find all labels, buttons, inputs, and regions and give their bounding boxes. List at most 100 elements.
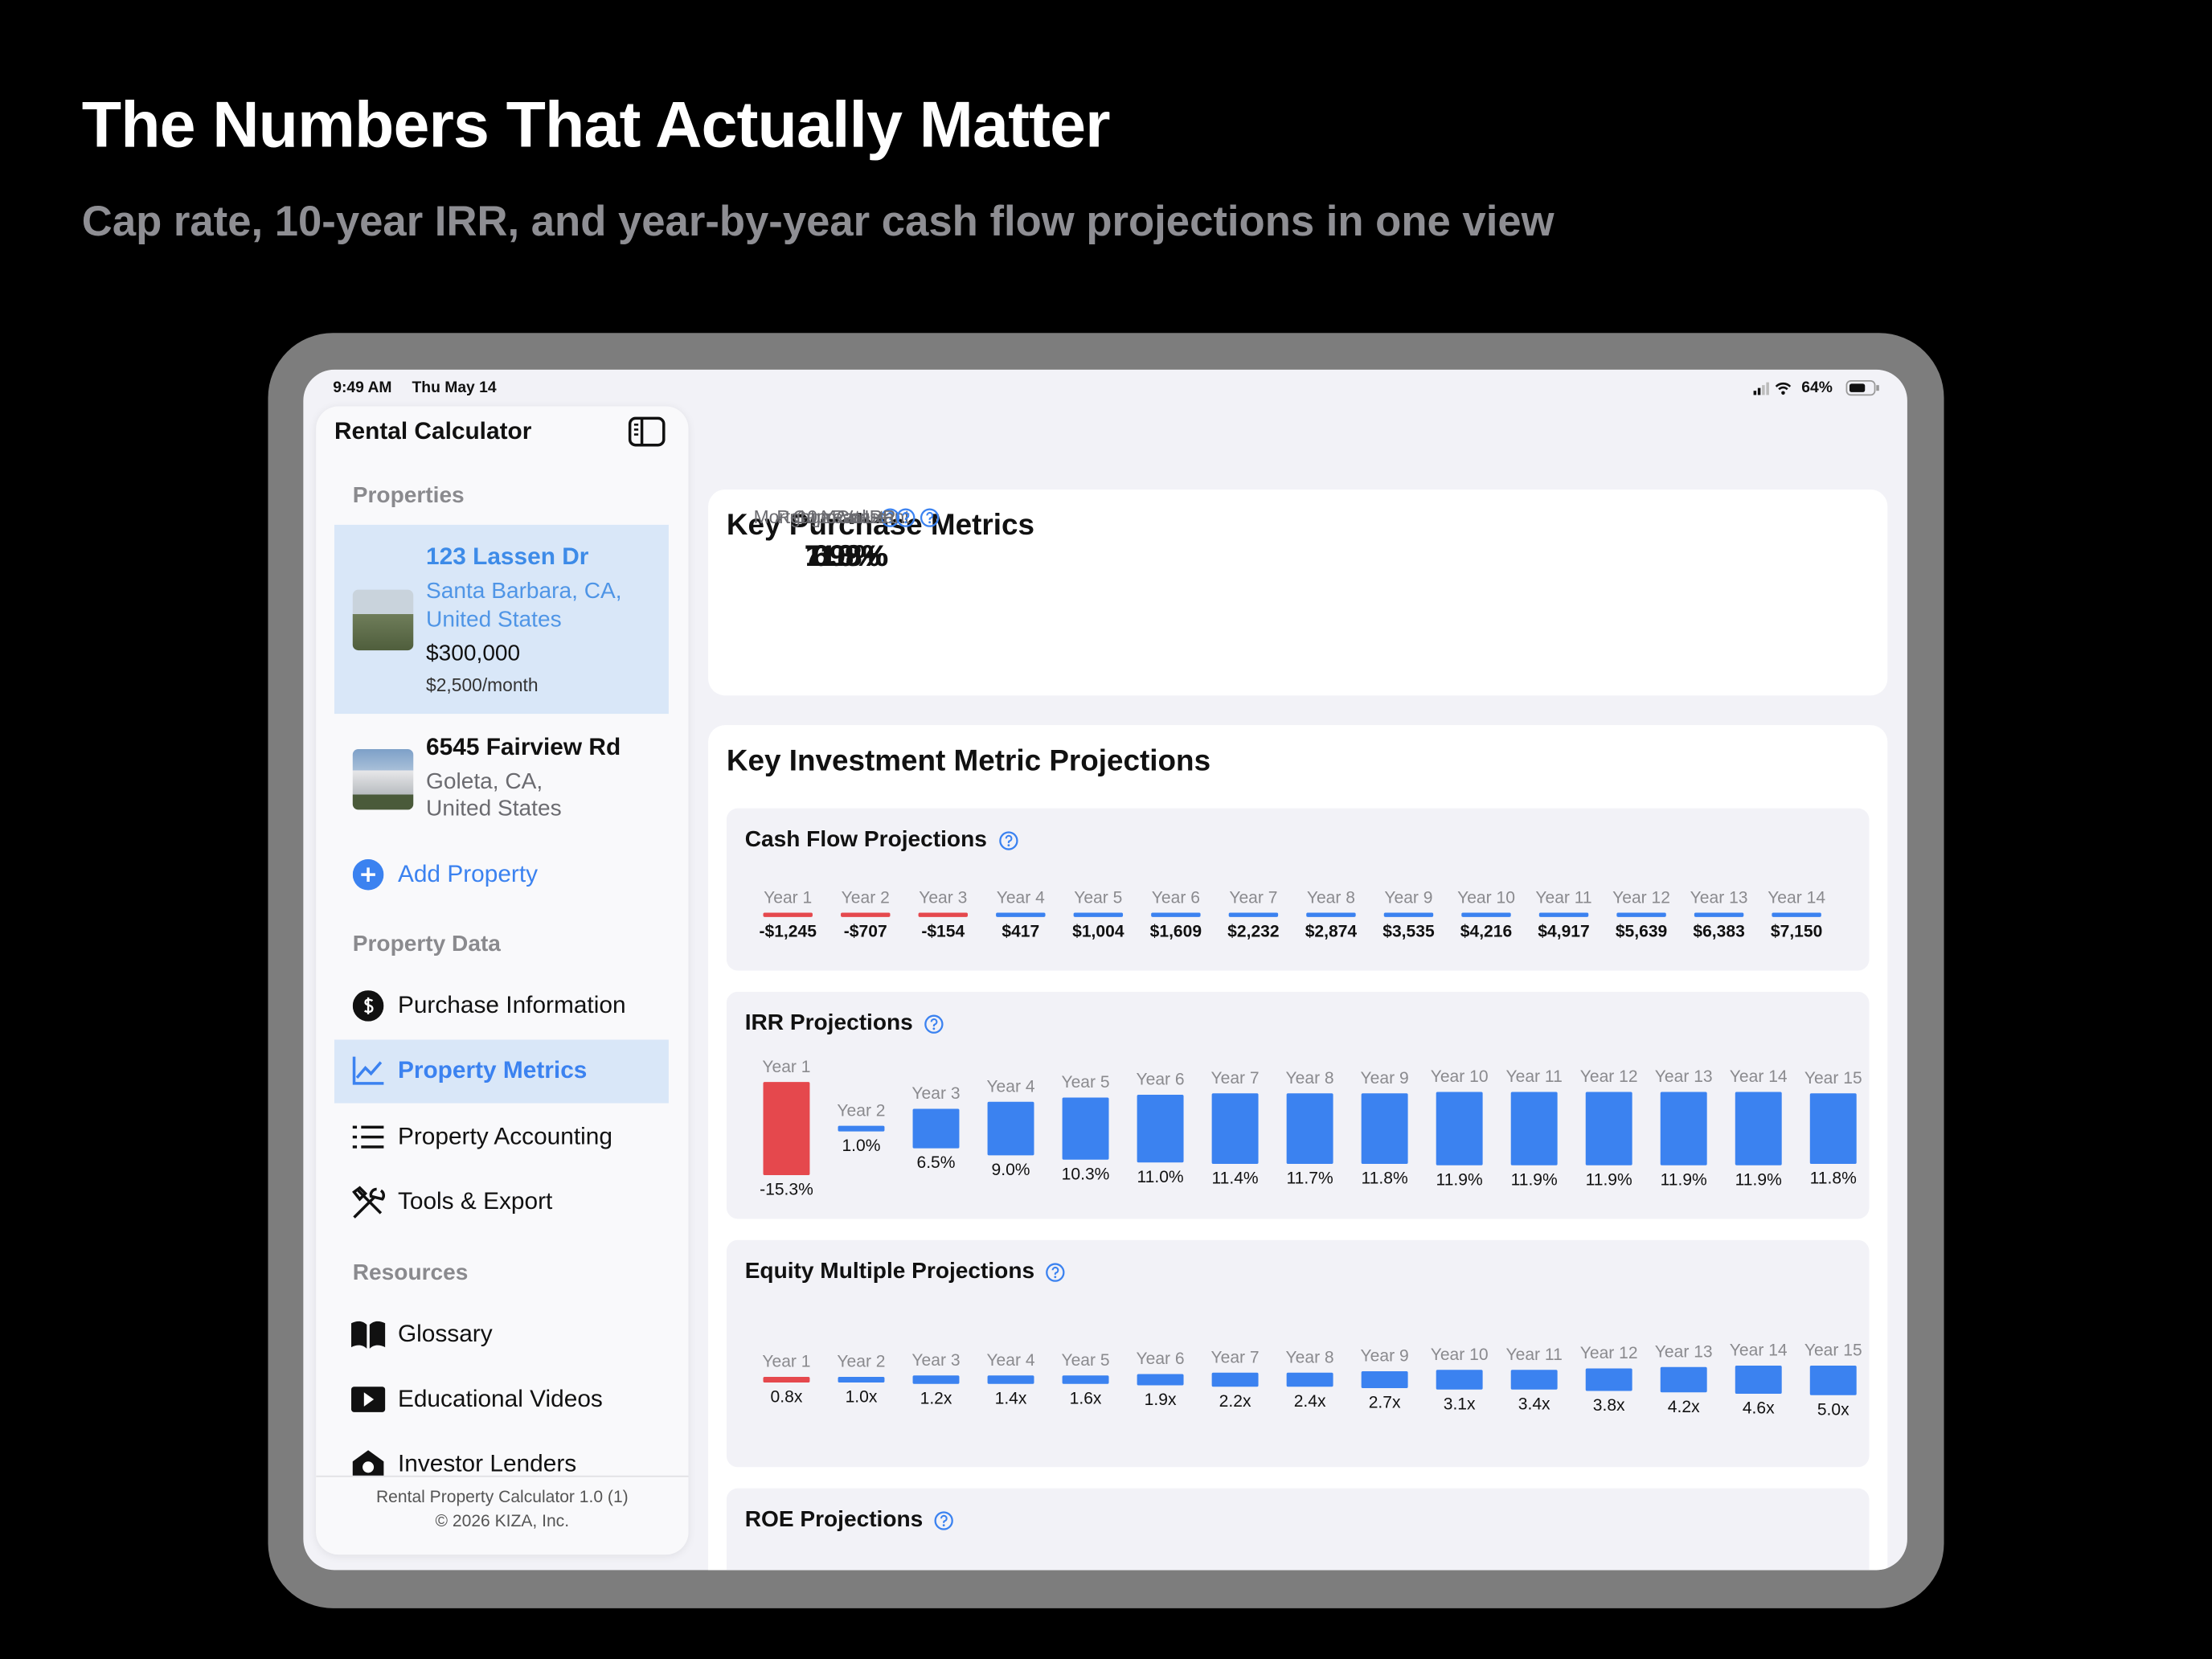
nav-item[interactable]: Purchase Information (397, 991, 626, 1019)
value-label: $5,639 (1615, 920, 1668, 940)
value-label: $4,216 (1460, 920, 1513, 940)
year-label: Year 11 (1535, 887, 1592, 907)
projection-item: Year 1 -15.3% (749, 1058, 824, 1199)
property-thumbnail (352, 589, 414, 651)
projection-bar (1735, 1092, 1782, 1165)
projection-bar (763, 911, 813, 916)
help-icon[interactable] (896, 507, 916, 527)
help-icon[interactable] (1046, 1263, 1066, 1283)
year-label: Year 5 (1074, 887, 1123, 907)
add-icon[interactable] (352, 858, 384, 891)
projection-bar (838, 1376, 885, 1383)
projection-item: Year 12 11.9% (1571, 1067, 1646, 1189)
year-label: Year 1 (762, 1351, 811, 1372)
projection-item: Year 11 $4,917 (1525, 887, 1603, 940)
nav-item-selected[interactable]: Property Metrics (397, 1056, 588, 1083)
value-label: $6,383 (1693, 920, 1745, 940)
help-glyph (903, 511, 911, 520)
add-property[interactable]: Add Property (397, 860, 539, 887)
projection-bar (1137, 1374, 1184, 1386)
year-label: Year 8 (1285, 1347, 1334, 1367)
year-label: Year 6 (1136, 1348, 1185, 1369)
year-label: Year 14 (1729, 1067, 1788, 1088)
projection-item: Year 8 11.7% (1272, 1068, 1347, 1188)
projection-item: Year 3 1.2x (899, 1351, 973, 1407)
value-label: 11.9% (1585, 1169, 1632, 1189)
help-glyph (1052, 1266, 1059, 1275)
projection-item: Year 6 $1,609 (1137, 887, 1215, 940)
projection-item: Year 10 $4,216 (1448, 887, 1526, 940)
panel-title-row: ROE Projections (745, 1505, 954, 1537)
projection-bar (1383, 911, 1434, 916)
value-label: 10.3% (1061, 1164, 1110, 1184)
help-dot (1006, 844, 1010, 847)
value-label: $417 (1002, 920, 1040, 940)
year-label: Year 12 (1579, 1342, 1638, 1363)
projection-row: Year 1 0.8x Year 2 1.0x Year 3 1.2x Year 4 1.4x… (749, 1295, 1870, 1464)
projection-bar (1073, 911, 1124, 916)
projection-bar (1062, 1374, 1109, 1385)
projection-item: Year 14 4.6x (1721, 1342, 1796, 1418)
value-label: 11.0% (1137, 1165, 1184, 1186)
dollar-icon (352, 990, 384, 1022)
projection-bar (1137, 1095, 1184, 1162)
projection-item: Year 5 10.3% (1048, 1073, 1123, 1183)
year-label: Year 15 (1804, 1067, 1862, 1088)
projection-item: Year 7 11.4% (1198, 1069, 1272, 1187)
property-name[interactable]: 6545 Fairview Rd (426, 733, 621, 760)
nav-item[interactable]: Educational Videos (397, 1385, 603, 1412)
nav-item[interactable]: Tools & Export (397, 1187, 553, 1215)
projection-item: Year 1 -$1,245 (749, 887, 827, 940)
year-label: Year 13 (1690, 887, 1748, 907)
year-label: Year 7 (1210, 1347, 1260, 1368)
year-label: Year 13 (1654, 1067, 1713, 1088)
year-label: Year 9 (1360, 1067, 1409, 1088)
help-icon[interactable] (998, 831, 1018, 851)
projection-bar (912, 1376, 960, 1383)
help-circle (1046, 1263, 1066, 1282)
projection-item: Year 10 11.9% (1422, 1067, 1497, 1189)
projection-bar (1228, 911, 1279, 916)
battery-icon (1845, 379, 1879, 396)
projection-bar (763, 1082, 810, 1175)
projection-item: Year 9 $3,535 (1370, 887, 1448, 940)
value-label: $3,535 (1382, 920, 1435, 940)
projection-item: Year 6 11.0% (1123, 1071, 1198, 1186)
projection-item: Year 13 4.2x (1646, 1342, 1721, 1416)
help-dot (943, 1524, 946, 1527)
projection-item: Year 2 1.0% (824, 1101, 899, 1155)
year-label: Year 2 (837, 1100, 886, 1120)
metric-value: 6.0% (813, 540, 881, 573)
nav-item[interactable]: Investor Lenders (397, 1450, 577, 1477)
tools-icon (352, 1186, 385, 1219)
metric-label: Cap Rate (793, 506, 870, 528)
sidebar-toggle[interactable] (628, 416, 666, 448)
year-label: Year 4 (996, 887, 1045, 907)
property-thumbnail[interactable] (352, 748, 414, 810)
projection-bar (1809, 1092, 1857, 1165)
year-label: Year 11 (1505, 1344, 1563, 1364)
help-icon[interactable] (924, 1014, 944, 1034)
projection-bar (1772, 911, 1821, 916)
help-icon[interactable] (934, 1511, 954, 1531)
value-label: 1.4x (994, 1387, 1027, 1408)
nav-item[interactable]: Glossary (397, 1320, 493, 1348)
year-label: Year 9 (1360, 1346, 1409, 1366)
year-label: Year 13 (1654, 1342, 1713, 1362)
help-glyph (940, 1514, 948, 1523)
help-icon[interactable] (920, 507, 940, 527)
value-label: 11.9% (1436, 1169, 1483, 1189)
screen: 9:49 AM Thu May 14 64% Rental Calculator… (303, 369, 1907, 1571)
year-label: Year 10 (1430, 1067, 1489, 1088)
property-address: United States (426, 797, 562, 821)
battery-percent: 64% (1801, 379, 1833, 397)
value-label: 2.2x (1219, 1390, 1251, 1411)
property-address: United States (426, 608, 562, 633)
footer-text: © 2026 KIZA, Inc. (435, 1510, 570, 1531)
value-label: -15.3% (760, 1179, 813, 1199)
help-dot (928, 520, 931, 523)
projection-item: Year 12 $5,639 (1603, 887, 1681, 940)
value-label: 0.8x (770, 1386, 803, 1407)
nav-item[interactable]: Property Accounting (397, 1123, 612, 1150)
projection-item: Year 13 $6,383 (1680, 887, 1758, 940)
